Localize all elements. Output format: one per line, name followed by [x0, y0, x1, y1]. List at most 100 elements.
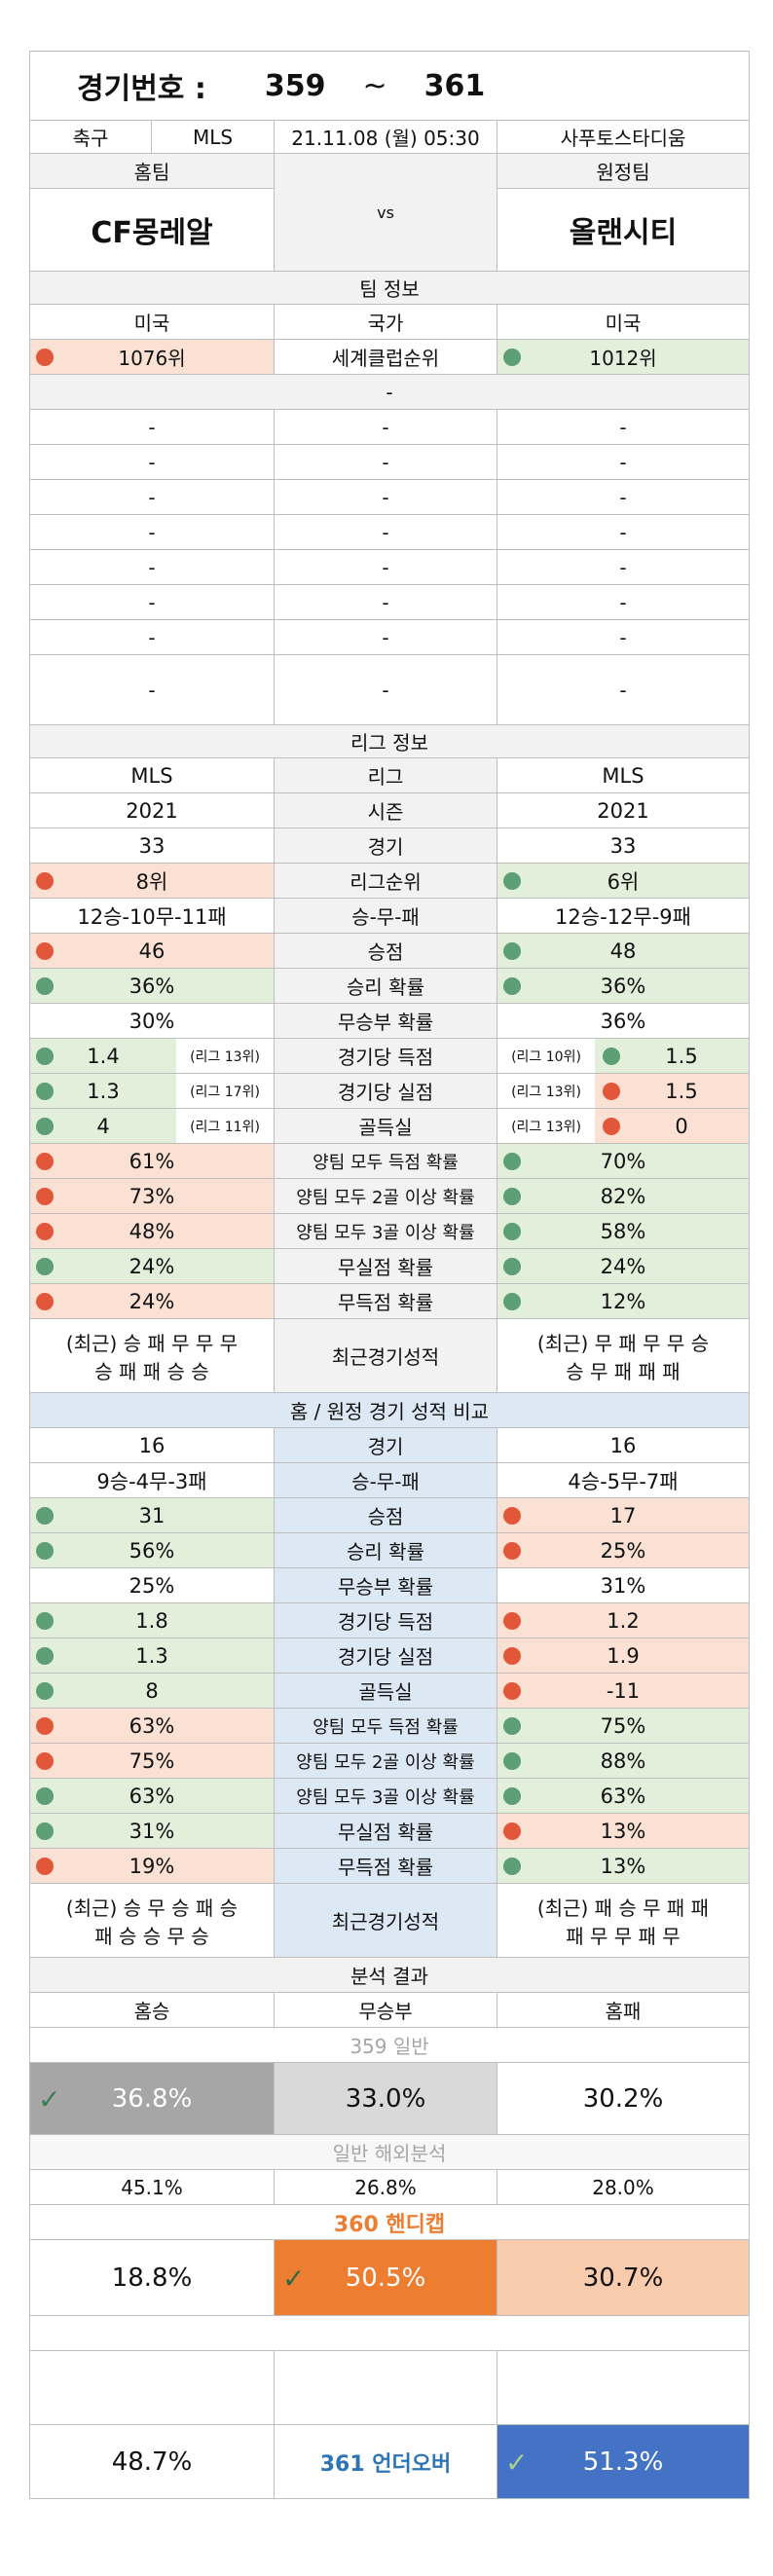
stat-label: 양팀 모두 득점 확률 — [274, 1144, 497, 1178]
home-stat-value: 63% — [129, 1784, 175, 1808]
home-stat-value: 4 — [96, 1114, 110, 1138]
status-dot-icon — [503, 1541, 521, 1560]
home-stat-value: 30% — [129, 1009, 175, 1033]
stat-row: 30% 무승부 확률 36% — [29, 1004, 750, 1039]
dash-cell: - — [148, 450, 156, 474]
empty-info-row: --- — [29, 445, 750, 480]
stat-label: 경기당 득점 — [274, 1039, 497, 1073]
status-dot-icon — [503, 1611, 521, 1630]
stat-label: 양팀 모두 2골 이상 확률 — [274, 1744, 497, 1778]
match-number-from: 359 — [264, 68, 326, 103]
ou-values-row: 48.7% 361 언더오버 ✓ 51.3% — [29, 2425, 750, 2499]
away-league-rank-note: (리그 13위) — [497, 1109, 595, 1143]
home-away-title: 홈 / 원정 경기 성적 비교 — [30, 1393, 749, 1427]
home-country: 미국 — [133, 312, 170, 335]
home-league-rank-note: (리그 13위) — [176, 1039, 274, 1073]
home-stat-value: 1.3 — [87, 1079, 120, 1103]
country-label: 국가 — [274, 305, 497, 339]
status-dot-icon — [503, 1257, 521, 1275]
sport: 축구 — [30, 121, 152, 153]
status-dot-icon — [36, 348, 54, 366]
home-stat-value: 31% — [129, 1819, 175, 1843]
stat-row: 46 승점 48 — [29, 934, 750, 969]
general-draw: 33.0% — [274, 2063, 497, 2134]
league-recent-row: (최근) 승 패 무 무 무 승 패 패 승 승 최근경기성적 (최근) 무 패… — [29, 1319, 750, 1393]
empty-info-row: --- — [29, 655, 750, 725]
status-dot-icon — [36, 1716, 54, 1735]
stat-row: 63% 양팀 모두 득점 확률 75% — [29, 1709, 750, 1744]
away-stat-value: 0 — [675, 1114, 688, 1138]
ha-recent-form-label: 최근경기성적 — [274, 1884, 497, 1957]
vs-label: vs — [274, 154, 497, 271]
status-dot-icon — [503, 1222, 521, 1240]
status-dot-icon — [36, 1082, 54, 1100]
away-world-rank: 1012위 — [589, 347, 657, 370]
away-stat-value: 13% — [600, 1819, 646, 1843]
away-stat-value: 12% — [600, 1289, 646, 1313]
dash-cell: - — [619, 520, 627, 544]
stat-row: 24% 무실점 확률 24% — [29, 1249, 750, 1284]
away-stat-value: 13% — [600, 1854, 646, 1878]
away-ha-recent-line2: 패 무 무 패 무 — [566, 1924, 681, 1948]
status-dot-icon — [503, 941, 521, 960]
away-recent-line1: (최근) 무 패 무 무 승 — [536, 1331, 710, 1355]
stat-row: 1.8 경기당 득점 1.2 — [29, 1603, 750, 1638]
overseas-home-win: 45.1% — [121, 2175, 183, 2199]
team-info-subheader: - — [29, 375, 750, 410]
home-stat-value: 1.4 — [87, 1044, 120, 1068]
status-dot-icon — [36, 1681, 54, 1700]
ou-label: 361 언더오버 — [274, 2425, 497, 2498]
dash-cell: - — [619, 450, 627, 474]
dash-cell: - — [148, 678, 156, 702]
world-rank-label: 세계클럽순위 — [274, 340, 497, 374]
handicap-values-row: 18.8% ✓ 50.5% 30.7% — [29, 2240, 750, 2316]
league-info-title: 리그 정보 — [30, 725, 749, 757]
stat-label: 양팀 모두 3골 이상 확률 — [274, 1214, 497, 1248]
away-stat-value: 17 — [609, 1503, 637, 1527]
overseas-values-row: 45.1% 26.8% 28.0% — [29, 2170, 750, 2205]
stat-row: 36% 승리 확률 36% — [29, 969, 750, 1004]
away-country: 미국 — [605, 312, 642, 335]
status-dot-icon — [36, 976, 54, 995]
status-dot-icon — [36, 1117, 54, 1135]
home-stat-value: 24% — [129, 1289, 175, 1313]
world-rank-row: 1076위 세계클럽순위 1012위 — [29, 340, 750, 375]
stat-row: 4 (리그 11위) 골득실 (리그 13위) 0 — [29, 1109, 750, 1144]
away-stat-value: 70% — [600, 1149, 646, 1173]
home-world-rank: 1076위 — [118, 347, 186, 370]
status-dot-icon — [603, 1082, 620, 1100]
team-info-title: 팀 정보 — [30, 272, 749, 304]
stat-label: 골득실 — [274, 1109, 497, 1143]
ou-empty-row — [29, 2351, 750, 2425]
home-ha-recent-line2: 패 승 승 무 승 — [94, 1924, 209, 1948]
home-away-header: 홈 / 원정 경기 성적 비교 — [29, 1393, 750, 1428]
status-dot-icon — [503, 871, 521, 890]
dash-cell: - — [274, 550, 497, 584]
status-dot-icon — [36, 1611, 54, 1630]
general-home-loss: 30.2% — [582, 2083, 664, 2114]
away-league-rank-note: (리그 10위) — [497, 1039, 595, 1073]
away-stat-value: 88% — [600, 1748, 646, 1773]
home-stat-value: 48% — [129, 1219, 175, 1243]
status-dot-icon — [36, 871, 54, 890]
stat-label: 경기당 실점 — [274, 1638, 497, 1673]
away-team-name: 올랜시티 — [569, 216, 678, 250]
status-dot-icon — [36, 1257, 54, 1275]
empty-info-row: --- — [29, 585, 750, 620]
dash-cell: - — [274, 585, 497, 619]
home-stat-value: 56% — [129, 1538, 175, 1563]
dash-cell: - — [619, 415, 627, 439]
ou-under: 48.7% — [111, 2447, 193, 2477]
match-analysis-sheet: 경기번호 : 359 ~ 361 축구 MLS 21.11.08 (월) 05:… — [29, 51, 750, 2499]
home-stat-value: 25% — [129, 1573, 175, 1598]
home-away-rows: 16 경기 16 9승-4무-3패 승-무-패 4승-5무-7패 31 승점 17 56% 승리 확… — [29, 1428, 750, 1884]
empty-info-row: --- — [29, 515, 750, 550]
overseas-label: 일반 해외분석 — [30, 2135, 749, 2169]
analysis-columns-row: 홈승 무승부 홈패 — [29, 1993, 750, 2028]
dash-cell: - — [148, 520, 156, 544]
away-stat-value: 25% — [600, 1538, 646, 1563]
home-win-label: 홈승 — [133, 2000, 170, 2023]
status-dot-icon — [36, 1541, 54, 1560]
dash-cell: - — [274, 655, 497, 724]
empty-info-row: --- — [29, 410, 750, 445]
